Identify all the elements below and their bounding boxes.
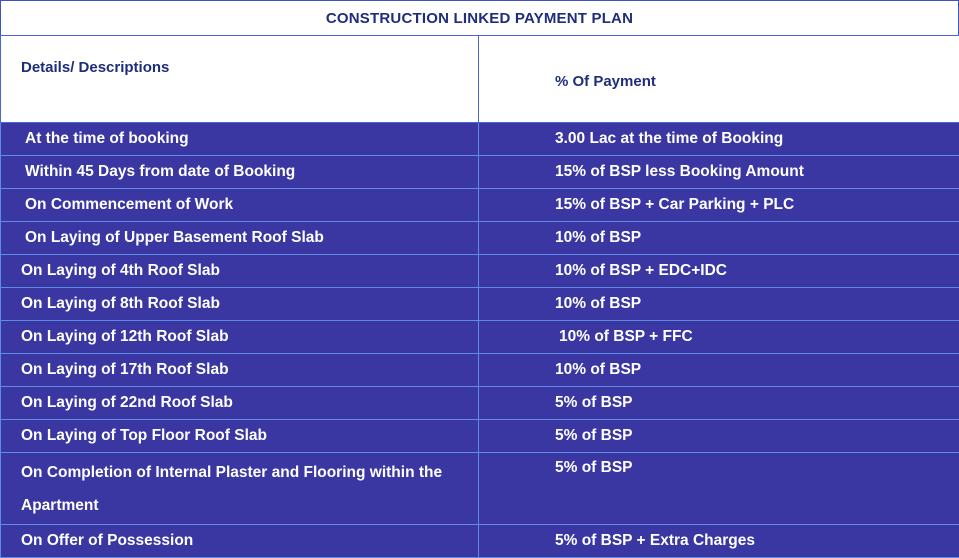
table-row: On Commencement of Work 15% of BSP + Car… xyxy=(1,189,959,222)
stage-cell: On Completion of Internal Plaster and Fl… xyxy=(1,453,479,525)
payment-cell: 15% of BSP less Booking Amount xyxy=(479,156,959,189)
table-row: On Laying of 17th Roof Slab 10% of BSP xyxy=(1,354,959,387)
stage-cell: On Laying of 17th Roof Slab xyxy=(1,354,479,387)
table-row: On Laying of 22nd Roof Slab 5% of BSP xyxy=(1,387,959,420)
table-row: On Laying of 8th Roof Slab 10% of BSP xyxy=(1,288,959,321)
payment-plan-table: Details/ Descriptions % Of Payment At th… xyxy=(0,35,959,558)
stage-cell: On Offer of Possession xyxy=(1,525,479,558)
payment-cell: 5% of BSP xyxy=(479,420,959,453)
stage-cell: On Laying of Top Floor Roof Slab xyxy=(1,420,479,453)
payment-cell: 5% of BSP + Extra Charges xyxy=(479,525,959,558)
payment-cell: 15% of BSP + Car Parking + PLC xyxy=(479,189,959,222)
header-row: Details/ Descriptions % Of Payment xyxy=(1,36,959,123)
payment-cell: 5% of BSP xyxy=(479,453,959,525)
header-details: Details/ Descriptions xyxy=(1,36,479,123)
table-row: On Laying of 12th Roof Slab 10% of BSP +… xyxy=(1,321,959,354)
payment-cell: 5% of BSP xyxy=(479,387,959,420)
payment-cell: 10% of BSP xyxy=(479,288,959,321)
table-row: Within 45 Days from date of Booking 15% … xyxy=(1,156,959,189)
payment-cell: 10% of BSP + EDC+IDC xyxy=(479,255,959,288)
stage-cell: On Laying of 8th Roof Slab xyxy=(1,288,479,321)
stage-cell: On Laying of 4th Roof Slab xyxy=(1,255,479,288)
stage-cell: On Laying of Upper Basement Roof Slab xyxy=(1,222,479,255)
stage-cell: On Laying of 22nd Roof Slab xyxy=(1,387,479,420)
stage-cell: Within 45 Days from date of Booking xyxy=(1,156,479,189)
payment-cell: 3.00 Lac at the time of Booking xyxy=(479,123,959,156)
table-row: On Offer of Possession 5% of BSP + Extra… xyxy=(1,525,959,558)
table-row: On Laying of 4th Roof Slab 10% of BSP + … xyxy=(1,255,959,288)
table-row: On Laying of Upper Basement Roof Slab 10… xyxy=(1,222,959,255)
stage-cell: On Laying of 12th Roof Slab xyxy=(1,321,479,354)
table-row: At the time of booking 3.00 Lac at the t… xyxy=(1,123,959,156)
payment-cell: 10% of BSP xyxy=(479,354,959,387)
table-row: On Laying of Top Floor Roof Slab 5% of B… xyxy=(1,420,959,453)
table-row: On Completion of Internal Plaster and Fl… xyxy=(1,453,959,525)
payment-cell: 10% of BSP + FFC xyxy=(479,321,959,354)
header-payment: % Of Payment xyxy=(479,36,959,123)
stage-cell: On Commencement of Work xyxy=(1,189,479,222)
payment-cell: 10% of BSP xyxy=(479,222,959,255)
payment-plan: CONSTRUCTION LINKED PAYMENT PLAN Details… xyxy=(0,0,959,532)
table-title: CONSTRUCTION LINKED PAYMENT PLAN xyxy=(0,0,959,36)
stage-cell: At the time of booking xyxy=(1,123,479,156)
